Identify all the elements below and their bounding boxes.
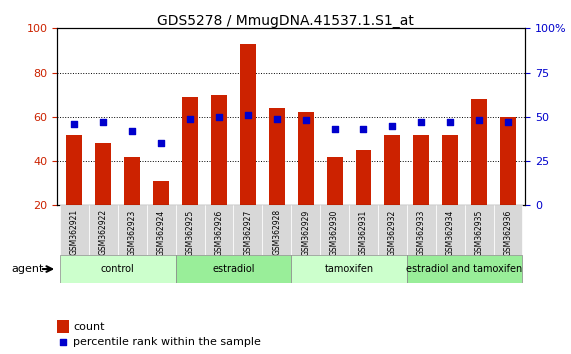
Bar xyxy=(297,113,313,205)
FancyBboxPatch shape xyxy=(320,205,349,255)
Bar xyxy=(500,117,516,205)
FancyBboxPatch shape xyxy=(291,255,407,283)
Bar xyxy=(384,135,400,205)
Point xyxy=(156,141,166,146)
Text: percentile rank within the sample: percentile rank within the sample xyxy=(74,337,262,347)
Text: GSM362935: GSM362935 xyxy=(475,209,484,256)
Text: GSM362924: GSM362924 xyxy=(156,209,166,256)
FancyBboxPatch shape xyxy=(204,205,234,255)
FancyBboxPatch shape xyxy=(234,205,262,255)
FancyBboxPatch shape xyxy=(465,205,493,255)
Point xyxy=(504,119,513,125)
FancyBboxPatch shape xyxy=(291,205,320,255)
Bar xyxy=(240,44,256,205)
Text: agent: agent xyxy=(11,264,44,274)
Text: GSM362936: GSM362936 xyxy=(504,209,513,256)
FancyBboxPatch shape xyxy=(60,255,176,283)
Bar xyxy=(211,95,227,205)
Point xyxy=(70,121,79,127)
Text: estradiol and tamoxifen: estradiol and tamoxifen xyxy=(407,264,522,274)
Bar xyxy=(327,156,343,205)
Point xyxy=(214,114,223,120)
Text: GSM362923: GSM362923 xyxy=(128,209,136,256)
Text: GSM362929: GSM362929 xyxy=(301,209,310,256)
Text: GSM362934: GSM362934 xyxy=(446,209,455,256)
Bar xyxy=(356,150,371,205)
Point xyxy=(475,118,484,123)
FancyBboxPatch shape xyxy=(60,205,89,255)
Point xyxy=(388,123,397,129)
Bar xyxy=(471,99,487,205)
Point xyxy=(337,250,347,255)
Bar xyxy=(95,143,111,205)
Bar xyxy=(182,97,198,205)
Text: GSM362927: GSM362927 xyxy=(243,209,252,256)
FancyBboxPatch shape xyxy=(493,205,522,255)
Text: GDS5278 / MmugDNA.41537.1.S1_at: GDS5278 / MmugDNA.41537.1.S1_at xyxy=(157,14,414,28)
FancyBboxPatch shape xyxy=(176,255,291,283)
Point xyxy=(330,126,339,132)
Bar xyxy=(66,135,82,205)
Text: GSM362928: GSM362928 xyxy=(272,209,282,255)
FancyBboxPatch shape xyxy=(262,205,291,255)
Bar xyxy=(57,320,69,333)
FancyBboxPatch shape xyxy=(118,205,147,255)
FancyBboxPatch shape xyxy=(89,205,118,255)
Text: GSM362922: GSM362922 xyxy=(99,209,108,255)
Bar xyxy=(153,181,169,205)
Bar xyxy=(269,108,285,205)
FancyBboxPatch shape xyxy=(147,205,176,255)
Text: GSM362931: GSM362931 xyxy=(359,209,368,256)
Point xyxy=(243,112,252,118)
Text: GSM362921: GSM362921 xyxy=(70,209,79,255)
FancyBboxPatch shape xyxy=(176,205,204,255)
Point xyxy=(128,128,137,134)
Text: GSM362933: GSM362933 xyxy=(417,209,426,256)
FancyBboxPatch shape xyxy=(436,205,465,255)
Bar xyxy=(413,135,429,205)
Point xyxy=(359,126,368,132)
Bar xyxy=(124,156,140,205)
Text: GSM362925: GSM362925 xyxy=(186,209,195,256)
Point xyxy=(99,119,108,125)
Point xyxy=(186,116,195,121)
FancyBboxPatch shape xyxy=(407,255,522,283)
Text: control: control xyxy=(101,264,135,274)
Text: tamoxifen: tamoxifen xyxy=(324,264,373,274)
Point xyxy=(272,116,282,121)
Bar xyxy=(442,135,458,205)
FancyBboxPatch shape xyxy=(349,205,378,255)
FancyBboxPatch shape xyxy=(407,205,436,255)
Point xyxy=(301,118,310,123)
Point xyxy=(445,119,455,125)
Text: GSM362926: GSM362926 xyxy=(215,209,223,256)
Text: estradiol: estradiol xyxy=(212,264,255,274)
Text: GSM362930: GSM362930 xyxy=(330,209,339,256)
Point xyxy=(417,119,426,125)
FancyBboxPatch shape xyxy=(378,205,407,255)
Text: count: count xyxy=(74,322,105,332)
Text: GSM362932: GSM362932 xyxy=(388,209,397,256)
